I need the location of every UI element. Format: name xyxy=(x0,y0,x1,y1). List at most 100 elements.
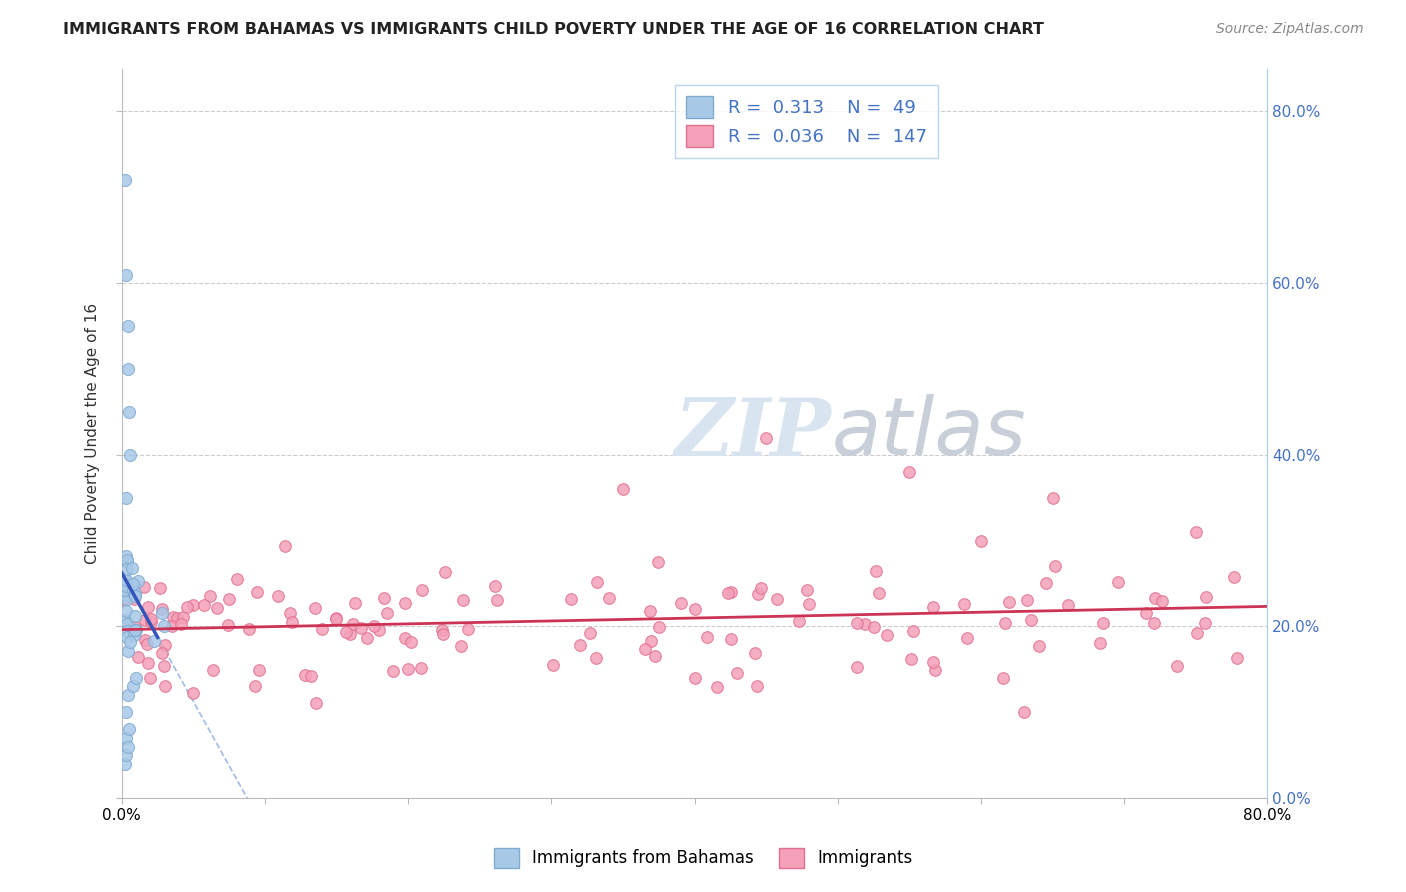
Point xyxy=(747,587,769,601)
Point xyxy=(202,663,225,677)
Point xyxy=(207,600,229,615)
Point xyxy=(638,604,661,618)
Point xyxy=(585,651,607,665)
Point xyxy=(342,616,364,631)
Point xyxy=(432,627,454,641)
Legend: R =  0.313    N =  49, R =  0.036    N =  147: R = 0.313 N = 49, R = 0.036 N = 147 xyxy=(675,85,938,158)
Point xyxy=(299,669,322,683)
Point xyxy=(117,562,139,576)
Point xyxy=(411,582,433,597)
Point xyxy=(568,638,591,652)
Point xyxy=(118,723,141,737)
Point xyxy=(1226,650,1249,665)
Point xyxy=(181,598,204,612)
Point xyxy=(120,635,142,649)
Point xyxy=(122,587,145,601)
Point xyxy=(115,748,138,763)
Point xyxy=(1028,639,1050,653)
Point xyxy=(952,597,974,611)
Point xyxy=(243,679,266,693)
Point xyxy=(304,600,326,615)
Point xyxy=(124,585,146,599)
Point xyxy=(924,663,946,677)
Point xyxy=(745,679,768,693)
Point xyxy=(117,617,139,632)
Point xyxy=(640,634,662,648)
Point xyxy=(541,658,564,673)
Point xyxy=(325,611,347,625)
Point xyxy=(586,574,609,589)
Point xyxy=(115,705,138,719)
Point xyxy=(112,574,135,588)
Point xyxy=(141,612,163,626)
Point xyxy=(1088,636,1111,650)
Point xyxy=(846,660,869,674)
Point xyxy=(120,448,142,462)
Point xyxy=(132,580,155,594)
Point xyxy=(997,595,1019,609)
Point xyxy=(325,612,347,626)
Point xyxy=(217,617,239,632)
Point xyxy=(749,582,772,596)
Point xyxy=(683,671,706,685)
Point xyxy=(453,592,475,607)
Point xyxy=(112,583,135,598)
Point xyxy=(114,549,136,563)
Point xyxy=(172,610,194,624)
Point xyxy=(115,552,138,566)
Point xyxy=(125,623,148,637)
Point xyxy=(136,657,159,671)
Point xyxy=(153,638,176,652)
Point xyxy=(720,584,742,599)
Point xyxy=(373,591,395,606)
Point xyxy=(122,592,145,607)
Point xyxy=(1019,613,1042,627)
Point xyxy=(921,600,943,615)
Point xyxy=(876,628,898,642)
Point xyxy=(901,624,924,639)
Point xyxy=(717,586,740,600)
Point xyxy=(267,589,290,603)
Point xyxy=(274,539,297,553)
Point xyxy=(1042,491,1064,505)
Point xyxy=(865,564,887,578)
Point xyxy=(647,620,669,634)
Point xyxy=(136,637,159,651)
Point xyxy=(922,655,945,669)
Point xyxy=(647,555,669,569)
Point xyxy=(238,622,260,636)
Point xyxy=(218,592,240,607)
Text: IMMIGRANTS FROM BAHAMAS VS IMMIGRANTS CHILD POVERTY UNDER THE AGE OF 16 CORRELAT: IMMIGRANTS FROM BAHAMAS VS IMMIGRANTS CH… xyxy=(63,22,1045,37)
Point xyxy=(114,756,136,771)
Point xyxy=(115,579,138,593)
Point xyxy=(153,658,176,673)
Point xyxy=(115,624,138,639)
Point xyxy=(114,604,136,618)
Point xyxy=(381,664,404,678)
Point xyxy=(394,631,416,645)
Point xyxy=(141,615,163,629)
Point xyxy=(152,618,174,632)
Point xyxy=(994,615,1017,630)
Point xyxy=(401,635,423,649)
Point xyxy=(644,648,666,663)
Point xyxy=(671,596,693,610)
Point xyxy=(685,602,707,616)
Point xyxy=(433,565,456,579)
Point xyxy=(1185,625,1208,640)
Point xyxy=(339,627,361,641)
Text: atlas: atlas xyxy=(832,394,1026,472)
Point xyxy=(787,614,810,628)
Point xyxy=(124,589,146,603)
Point xyxy=(117,631,139,645)
Point xyxy=(363,619,385,633)
Point xyxy=(117,688,139,702)
Point xyxy=(1035,575,1057,590)
Point xyxy=(115,268,138,282)
Point xyxy=(122,582,145,597)
Point xyxy=(112,572,135,586)
Point xyxy=(744,646,766,660)
Point xyxy=(246,584,269,599)
Point xyxy=(450,639,472,653)
Point xyxy=(720,632,742,646)
